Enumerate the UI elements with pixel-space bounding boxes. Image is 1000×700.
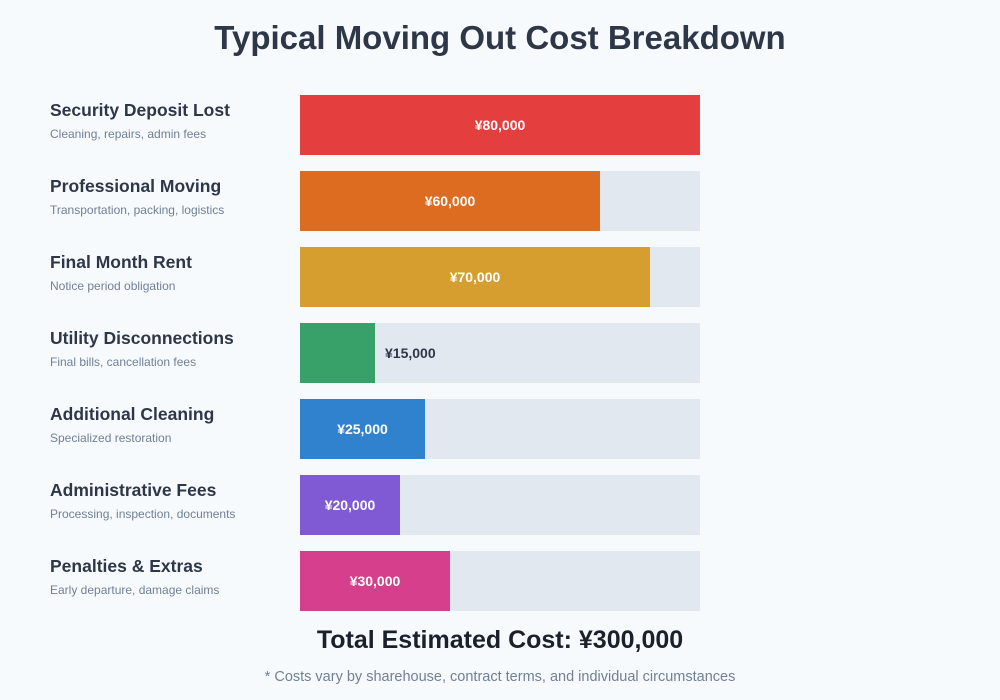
bar-track: ¥70,000 (300, 247, 700, 307)
category-description: Processing, inspection, documents (50, 507, 236, 521)
category-label: Administrative Fees (50, 480, 217, 500)
category-label: Utility Disconnections (50, 328, 234, 348)
bar-label-group: Utility Disconnections Final bills, canc… (50, 328, 300, 369)
category-label: Additional Cleaning (50, 404, 215, 424)
bar-row: Additional Cleaning Specialized restorat… (50, 399, 700, 459)
category-description: Early departure, damage claims (50, 583, 220, 597)
total-cost: Total Estimated Cost: ¥300,000 (316, 626, 684, 654)
bar-label-group: Professional Moving Transportation, pack… (50, 176, 300, 217)
bar-row: Professional Moving Transportation, pack… (50, 171, 700, 231)
bar (300, 247, 650, 307)
bar-label-group: Administrative Fees Processing, inspecti… (50, 480, 300, 521)
bar-row: Administrative Fees Processing, inspecti… (50, 475, 700, 535)
category-description: Cleaning, repairs, admin fees (50, 127, 207, 141)
bar (300, 95, 700, 155)
category-description: Transportation, packing, logistics (50, 203, 225, 217)
value-label: ¥20,000 (324, 497, 376, 513)
bar (300, 475, 400, 535)
bar-label-group: Additional Cleaning Specialized restorat… (50, 404, 300, 445)
category-description: Notice period obligation (50, 279, 176, 293)
bar-row: Penalties & Extras Early departure, dama… (50, 551, 700, 611)
bar (300, 323, 375, 383)
bar (300, 551, 450, 611)
bar-track: ¥30,000 (300, 551, 700, 611)
value-label: ¥30,000 (349, 573, 401, 589)
category-label: Professional Moving (50, 176, 222, 196)
footnote: * Costs vary by sharehouse, contract ter… (264, 669, 736, 685)
chart-title: Typical Moving Out Cost Breakdown (214, 19, 786, 56)
category-label: Final Month Rent (50, 252, 192, 272)
bar-track: ¥25,000 (300, 399, 700, 459)
bar-row: Final Month Rent Notice period obligatio… (50, 247, 700, 307)
bar-track: ¥80,000 (300, 95, 700, 155)
value-label: ¥60,000 (424, 193, 476, 209)
bar-label-group: Final Month Rent Notice period obligatio… (50, 252, 300, 293)
value-label: ¥80,000 (474, 117, 526, 133)
bar-track: ¥60,000 (300, 171, 700, 231)
bar-row: Utility Disconnections Final bills, canc… (50, 323, 700, 383)
category-description: Final bills, cancellation fees (50, 355, 197, 369)
category-label: Security Deposit Lost (50, 100, 230, 120)
value-label: ¥25,000 (337, 421, 388, 437)
category-label: Penalties & Extras (50, 556, 203, 576)
bar-track: ¥15,000 (300, 323, 700, 383)
value-label: ¥15,000 (385, 345, 436, 361)
bar-label-group: Security Deposit Lost Cleaning, repairs,… (50, 100, 300, 141)
bar (300, 399, 425, 459)
category-description: Specialized restoration (50, 431, 172, 445)
value-label: ¥70,000 (449, 269, 501, 285)
bar-track: ¥20,000 (300, 475, 700, 535)
bar-label-group: Penalties & Extras Early departure, dama… (50, 556, 300, 597)
bar-row: Security Deposit Lost Cleaning, repairs,… (50, 95, 700, 155)
bar (300, 171, 600, 231)
